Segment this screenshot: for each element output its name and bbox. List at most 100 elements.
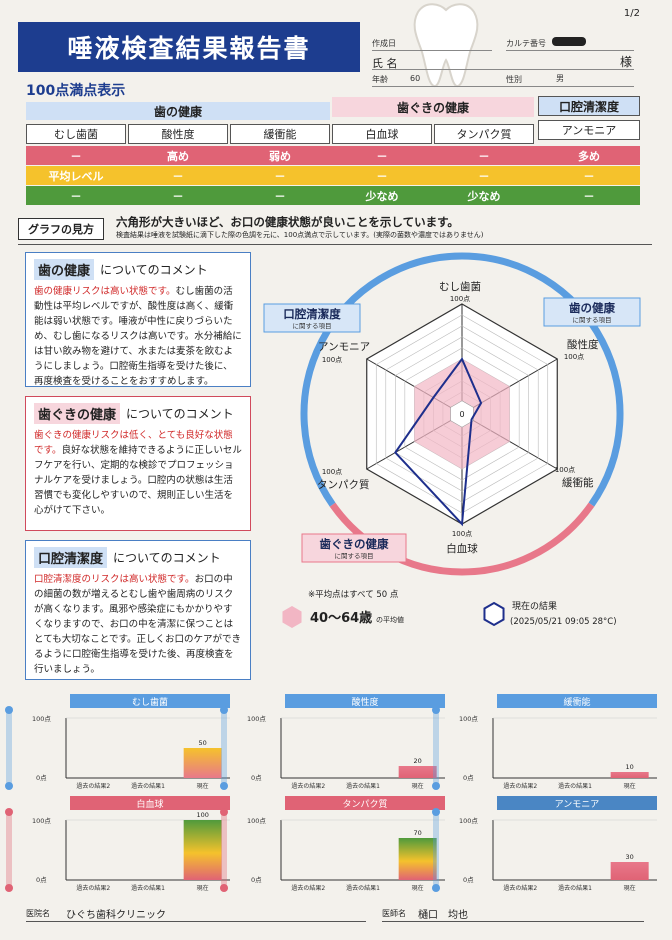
bar-chart-category: 過去の結果2 <box>291 782 325 790</box>
col-header-leukocytes: 白血球 <box>332 124 432 144</box>
score-cell: － <box>376 169 388 183</box>
bar-chart-bar <box>610 772 649 778</box>
bar-chart-good-icon <box>432 808 440 816</box>
radar-group-gum-subtitle: に関する項目 <box>335 552 374 560</box>
bar-chart-ymin: 0点 <box>463 876 474 884</box>
bar-chart-category: 現在 <box>412 884 424 892</box>
radar-grid-ring <box>385 325 539 503</box>
report-title: 唾液検査結果報告書 <box>18 22 360 72</box>
bar-chart-bad-icon <box>220 884 228 892</box>
score-cell: 平均レベル <box>48 169 104 183</box>
bar-chart-title: むし歯菌 <box>132 696 168 708</box>
radar-group-tooth-title: 歯の健康 <box>569 301 615 315</box>
legend-current-date: (2025/05/21 09:05 28°C) <box>510 617 617 627</box>
radar-grid-ring <box>404 347 520 481</box>
bar-chart-title-bg <box>70 694 230 708</box>
legend-current-label: 現在の結果 <box>512 600 557 612</box>
score-cell: 多め <box>578 149 600 163</box>
name-label: 氏 名 <box>372 57 398 70</box>
col-header-ammonia: アンモニア <box>538 120 640 140</box>
guide-divider <box>18 244 652 245</box>
doctor-label: 医師名 <box>382 909 406 918</box>
bar-chart-ymax: 100点 <box>247 817 266 825</box>
doctor-underline <box>382 921 644 922</box>
bar-chart-bad-icon <box>5 782 13 790</box>
radar-axis-label: むし歯菌 <box>439 280 481 293</box>
score-cell: 弱め <box>269 149 291 163</box>
legend-current-icon <box>483 601 505 627</box>
bar-chart-side-scale <box>6 712 12 784</box>
bar-chart-bad-icon <box>432 782 440 790</box>
radar-axis-max-label: 100点 <box>452 530 472 538</box>
score-cell: － <box>478 149 490 163</box>
bar-chart-ymax: 100点 <box>32 715 51 723</box>
radar-axis-max-label: 100点 <box>322 468 342 476</box>
radar-group-tooth-box <box>543 297 641 327</box>
comment-clean-highlight: 口腔清潔度のリスクは高い状態です。 <box>34 574 195 585</box>
doctor-name: 樋口 均也 <box>418 910 468 921</box>
created-label: 作成日 <box>372 39 396 48</box>
clinic-label: 医院名 <box>26 909 50 918</box>
bar-chart-ymax: 100点 <box>247 715 266 723</box>
score-cell: 少なめ <box>467 189 501 203</box>
bar-chart-side-scale <box>221 814 227 886</box>
bar-chart-title-bg <box>497 694 657 708</box>
group-tooth-health: 歯の健康 <box>26 102 330 120</box>
score-cell: 少なめ <box>365 189 399 203</box>
radar-axis-label: 酸性度 <box>567 338 599 351</box>
bar-chart-title-bg <box>285 694 445 708</box>
chart-number-redacted <box>552 37 586 46</box>
group-oral-cleanliness: 口腔清潔度 <box>538 96 640 116</box>
radar-axis-max-label: 100点 <box>322 356 342 364</box>
bar-chart-category: 現在 <box>624 884 636 892</box>
radar-group-gum-title: 歯ぐきの健康 <box>320 537 389 551</box>
radar-group-gum-box <box>301 533 407 563</box>
bar-chart-ymax: 100点 <box>459 715 478 723</box>
radar-axis-max-label: 100点 <box>555 466 575 474</box>
group-gum-health: 歯ぐきの健康 <box>332 97 534 117</box>
bar-chart-category: 現在 <box>197 884 209 892</box>
score-cell: － <box>172 169 184 183</box>
bar-chart-title: 白血球 <box>136 798 163 810</box>
bar-chart-title-bg <box>497 796 657 810</box>
bar-chart-bad-icon <box>220 782 228 790</box>
col-header-buffer-capacity: 緩衝能 <box>230 124 330 144</box>
comment-tooth-highlight: 歯の健康リスクは高い状態です。 <box>34 286 176 297</box>
bar-chart-side-scale <box>221 712 227 784</box>
comment-gum-highlight: 歯ぐきの健康リスクは低く、とても良好な状態です。 <box>34 430 233 456</box>
chart-underline <box>506 50 634 51</box>
bar-chart-title: 緩衝能 <box>563 696 590 708</box>
bar-chart-category: 過去の結果2 <box>291 884 325 892</box>
score-cell: － <box>376 149 388 163</box>
bar-chart-side-scale <box>433 814 439 886</box>
comment-clean-body: お口の中の細菌の数が増えるとむし歯や歯周病のリスクが高くなります。風邪や感染症に… <box>34 574 242 675</box>
score-row-band <box>26 146 640 165</box>
legend-average-age: 40〜64歳 <box>310 610 372 626</box>
radar-ring-clean <box>300 252 463 507</box>
age-value: 60 <box>410 74 421 83</box>
bar-chart-good-icon <box>220 808 228 816</box>
comment-clean-suffix: についてのコメント <box>113 551 221 565</box>
age-label: 年齢 <box>372 75 388 84</box>
name-underline <box>372 69 634 70</box>
bar-chart-category: 過去の結果1 <box>131 782 165 790</box>
bar-chart-good-icon <box>5 808 13 816</box>
graph-guide-main: 六角形が大きいほど、お口の健康状態が良いことを示しています。 <box>116 215 459 229</box>
bar-chart-category: 過去の結果2 <box>76 884 110 892</box>
created-underline <box>372 50 492 51</box>
radar-group-clean-title: 口腔清潔度 <box>283 307 341 321</box>
radar-chart: 0むし歯菌100点酸性度100点緩衝能100点白血球100点タンパク質100点ア… <box>263 252 641 628</box>
bar-chart-title: 酸性度 <box>351 696 378 708</box>
col-header-acidity: 酸性度 <box>128 124 228 144</box>
chart-number-label: カルテ番号 <box>506 39 546 48</box>
legend-average-label: の平均値 <box>376 615 404 624</box>
radar-axis-label: 緩衝能 <box>562 476 594 489</box>
bar-chart-value-label: 70 <box>414 829 422 837</box>
bar-chart-category: 過去の結果1 <box>346 884 380 892</box>
score-row-band <box>26 186 640 205</box>
display-mode-title: 100点満点表示 <box>26 83 126 99</box>
bar-chart-ymin: 0点 <box>251 774 262 782</box>
radar-group-clean-box <box>263 303 361 333</box>
radar-ring-tooth <box>461 252 624 507</box>
